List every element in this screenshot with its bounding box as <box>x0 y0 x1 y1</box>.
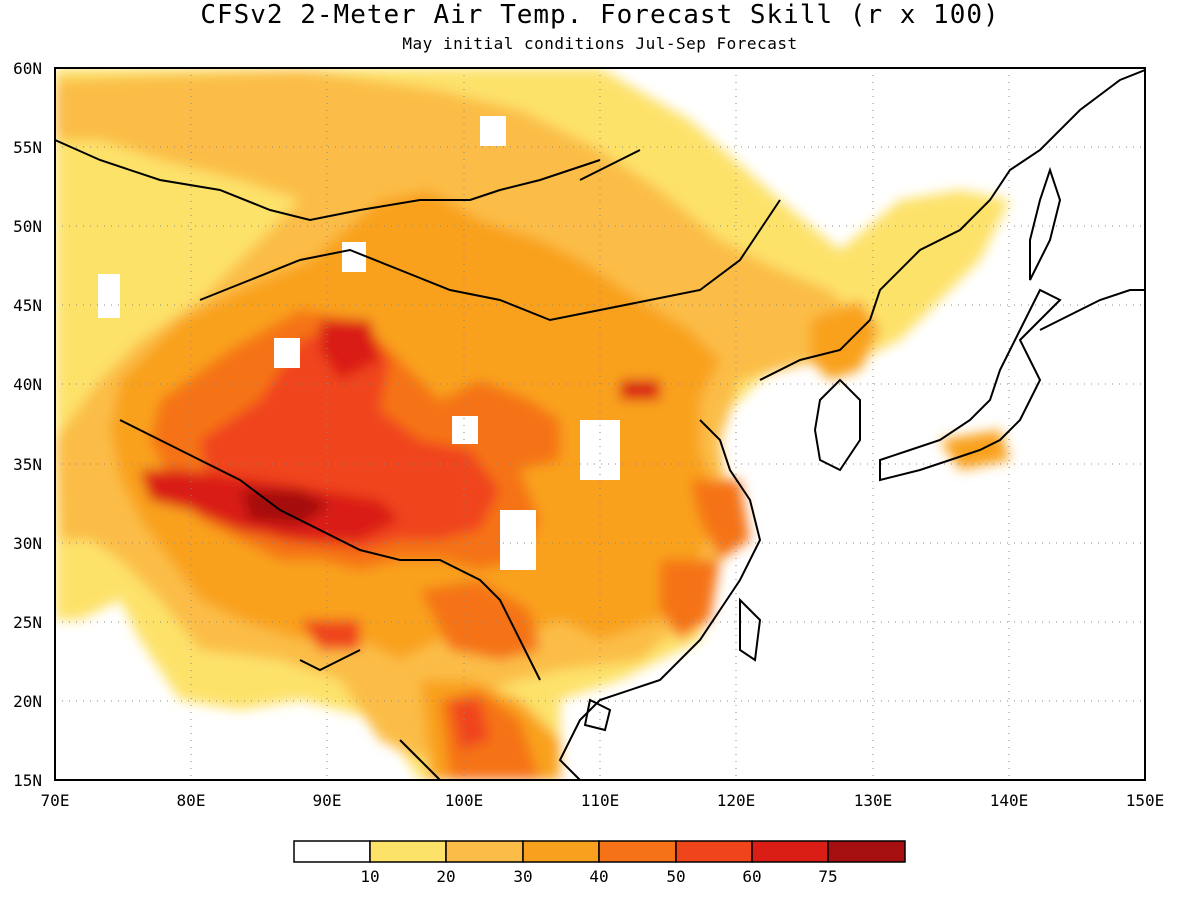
legend-label: 40 <box>589 867 608 886</box>
no-skill-cells <box>98 116 620 570</box>
lat-label: 55N <box>13 138 42 157</box>
legend-label: 60 <box>742 867 761 886</box>
plot-frame <box>54 67 1146 781</box>
lon-label: 80E <box>177 791 206 810</box>
lon-label: 70E <box>41 791 70 810</box>
lat-label: 45N <box>13 296 42 315</box>
lat-label: 25N <box>13 613 42 632</box>
coastlines <box>54 69 1146 781</box>
lon-label: 110E <box>581 791 620 810</box>
legend-swatch <box>293 840 371 863</box>
lon-label: 100E <box>445 791 484 810</box>
lon-axis: 70E 80E 90E 100E 110E 120E 130E 140E 150… <box>41 791 1165 810</box>
lat-label: 40N <box>13 375 42 394</box>
legend-label: 10 <box>360 867 379 886</box>
legend-swatch <box>522 840 600 863</box>
lat-label: 35N <box>13 455 42 474</box>
legend-label: 50 <box>666 867 685 886</box>
lat-label: 15N <box>13 771 42 790</box>
legend-swatch <box>369 840 447 863</box>
lat-label: 20N <box>13 692 42 711</box>
map-title: CFSv2 2-Meter Air Temp. Forecast Skill (… <box>200 0 1000 30</box>
skill-field <box>55 68 1010 780</box>
legend-label: 20 <box>436 867 455 886</box>
legend-swatch <box>827 840 906 863</box>
lon-label: 120E <box>717 791 756 810</box>
color-legend: 10 20 30 40 50 60 75 <box>293 840 906 886</box>
lat-label: 60N <box>13 59 42 78</box>
lat-axis: 15N 20N 25N 30N 35N 40N 45N 50N 55N 60N <box>13 59 42 790</box>
legend-swatch <box>445 840 524 863</box>
lon-label: 140E <box>990 791 1029 810</box>
legend-label: 30 <box>513 867 532 886</box>
map-subtitle: May initial conditions Jul-Sep Forecast <box>402 34 798 53</box>
lat-label: 30N <box>13 534 42 553</box>
legend-label: 75 <box>818 867 837 886</box>
lat-label: 50N <box>13 217 42 236</box>
lon-label: 150E <box>1126 791 1165 810</box>
lon-label: 90E <box>313 791 342 810</box>
legend-swatch <box>675 840 753 863</box>
skill-level-7 <box>240 490 330 525</box>
legend-swatch <box>598 840 677 863</box>
lon-label: 130E <box>854 791 893 810</box>
legend-swatch <box>751 840 829 863</box>
